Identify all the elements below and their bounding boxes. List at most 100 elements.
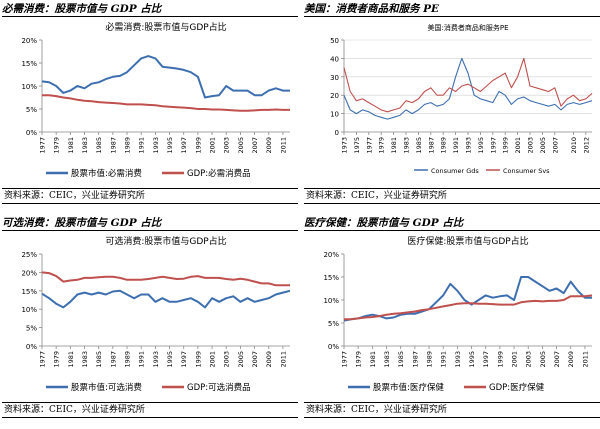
- x-tick-label: 1995: [166, 137, 174, 154]
- x-tick-label: 1993: [152, 351, 160, 368]
- x-tick-label: 2007: [551, 137, 559, 154]
- chart-discretionary: 可选消费:股票市值与GDP占比 0% 5% 10% 15% 20% 25% 1977 1979 1…: [21, 235, 291, 393]
- x-tick-label: 1979: [53, 351, 61, 368]
- x-tick-label: 2007: [251, 351, 259, 368]
- x-tick-label: 1979: [53, 137, 61, 154]
- x-tick-label: 2011: [581, 351, 589, 368]
- x-tick-label: 2001: [209, 137, 217, 154]
- x-tick-label: 1995: [166, 351, 174, 368]
- x-tick-label: 1973: [341, 137, 349, 154]
- x-tick-label: 1977: [365, 137, 373, 154]
- x-tick-label: 1975: [353, 137, 361, 154]
- x-tick-label: 2005: [539, 137, 547, 154]
- panel-footer: 资料来源：CEIC，兴业证券研究所: [304, 188, 600, 204]
- panel-footer: 资料来源：CEIC，兴业证券研究所: [2, 402, 298, 418]
- series-line-2: [344, 294, 593, 321]
- series-line-1: [343, 276, 592, 322]
- panel-header: 必需消费：股票市值与 GDP 占比: [2, 2, 298, 17]
- y-tick-label: 20%: [21, 269, 37, 277]
- x-tick-label: 1997: [482, 351, 490, 368]
- x-tick-label: 1983: [81, 137, 89, 154]
- x-tick-label: 2001: [511, 351, 519, 368]
- x-tick-label: 1981: [67, 351, 75, 368]
- x-tick-label: 1989: [124, 351, 132, 368]
- source-note: 资料来源：CEIC，兴业证券研究所: [4, 191, 145, 201]
- panel-header: 医疗保健：股票市值与 GDP 占比: [304, 216, 600, 231]
- y-tick-label: 20: [330, 92, 339, 100]
- x-tick-label: 1995: [468, 351, 476, 368]
- panel-discretionary: 可选消费：股票市值与 GDP 占比 可选消费:股票市值与GDP占比 0% 5% 10%…: [2, 216, 298, 429]
- x-tick-label: 1985: [95, 351, 103, 368]
- x-tick-label: 1989: [124, 137, 132, 154]
- x-tick-label: 1999: [502, 137, 510, 154]
- y-tick-label: 0: [335, 129, 339, 137]
- series-line-1: [41, 55, 290, 99]
- y-tick-label: 10%: [21, 306, 37, 314]
- y-tick-label: 10: [330, 111, 339, 119]
- legend-label: GDP:必需消费品: [187, 168, 251, 179]
- x-tick-label: 2005: [237, 137, 245, 154]
- legend-label: Consumer Gds: [431, 167, 479, 175]
- x-tick-label: 1981: [390, 137, 398, 154]
- y-tick-label: 0%: [26, 343, 37, 351]
- chart-staples: 必需消费:股票市值与GDP占比 0% 5% 10% 15% 20% 1977 1979 1981…: [21, 21, 290, 179]
- y-tick-label: 15%: [21, 288, 37, 296]
- y-tick-label: 30: [330, 74, 339, 82]
- x-tick-label: 1991: [452, 137, 460, 154]
- x-tick-label: 2007: [251, 137, 259, 154]
- panel-footer: 资料来源：CEIC，兴业证券研究所: [304, 402, 600, 418]
- x-tick-label: 2009: [567, 351, 575, 368]
- x-tick-label: 1981: [67, 137, 75, 154]
- chart-title: 美国:消费者商品和服务PE: [427, 23, 508, 32]
- x-tick-label: 2010: [570, 137, 578, 154]
- x-tick-label: 1979: [355, 351, 363, 368]
- y-tick-label: 40: [330, 55, 339, 63]
- y-tick-label: 20%: [21, 37, 37, 45]
- source-note: 资料来源：CEIC，兴业证券研究所: [306, 405, 447, 415]
- chart-title: 医疗保健:股票市值与GDP占比: [407, 235, 528, 247]
- x-tick-label: 2001: [209, 351, 217, 368]
- y-tick-label: 5%: [328, 320, 339, 328]
- source-note: 资料来源：CEIC，兴业证券研究所: [4, 405, 145, 415]
- x-tick-label: 1985: [95, 137, 103, 154]
- series-line-2: [42, 94, 290, 112]
- x-tick-label: 1987: [109, 137, 117, 154]
- x-tick-label: 1993: [152, 137, 160, 154]
- x-tick-label: 2005: [539, 351, 547, 368]
- x-tick-label: 2003: [525, 351, 533, 368]
- x-tick-label: 2011: [279, 351, 287, 368]
- series-line-2: [41, 271, 290, 287]
- x-tick-label: 1983: [383, 351, 391, 368]
- y-tick-label: 5%: [26, 106, 37, 114]
- x-tick-label: 1995: [477, 137, 485, 154]
- x-tick-label: 2009: [265, 137, 273, 154]
- x-tick-label: 2011: [279, 137, 287, 154]
- x-tick-label: 1983: [81, 351, 89, 368]
- y-tick-label: 10%: [21, 83, 37, 91]
- chart-us-pe: 美国:消费者商品和服务PE 0 10 20 30 40 50 1973 1975 1977 1979…: [330, 23, 593, 175]
- y-tick-label: 10%: [323, 297, 339, 305]
- x-tick-label: 2003: [223, 137, 231, 154]
- y-tick-label: 0%: [26, 129, 37, 137]
- x-tick-label: 2012: [582, 137, 590, 154]
- legend-label: GDP:医疗保健: [489, 382, 545, 393]
- x-tick-label: 1997: [180, 137, 188, 154]
- y-tick-label: 15%: [21, 60, 37, 68]
- x-tick-label: 1989: [426, 351, 434, 368]
- x-tick-label: 1985: [397, 351, 405, 368]
- x-tick-label: 1989: [440, 137, 448, 154]
- x-tick-label: 1987: [427, 137, 435, 154]
- legend-label: 股票市值:必需消费: [71, 168, 142, 179]
- x-tick-label: 2003: [223, 351, 231, 368]
- chart-title: 必需消费:股票市值与GDP占比: [105, 21, 226, 33]
- x-tick-label: 1987: [109, 351, 117, 368]
- x-tick-label: 1983: [403, 137, 411, 154]
- y-tick-label: 5%: [26, 325, 37, 333]
- source-note: 资料来源：CEIC，兴业证券研究所: [306, 191, 447, 201]
- legend-label: GDP:可选消费品: [187, 382, 251, 393]
- x-tick-label: 1993: [465, 137, 473, 154]
- legend-label: 股票市值:医疗保健: [373, 382, 444, 393]
- panel-header: 可选消费：股票市值与 GDP 占比: [2, 216, 298, 231]
- y-tick-label: 15%: [323, 274, 339, 282]
- x-tick-label: 1999: [194, 351, 202, 368]
